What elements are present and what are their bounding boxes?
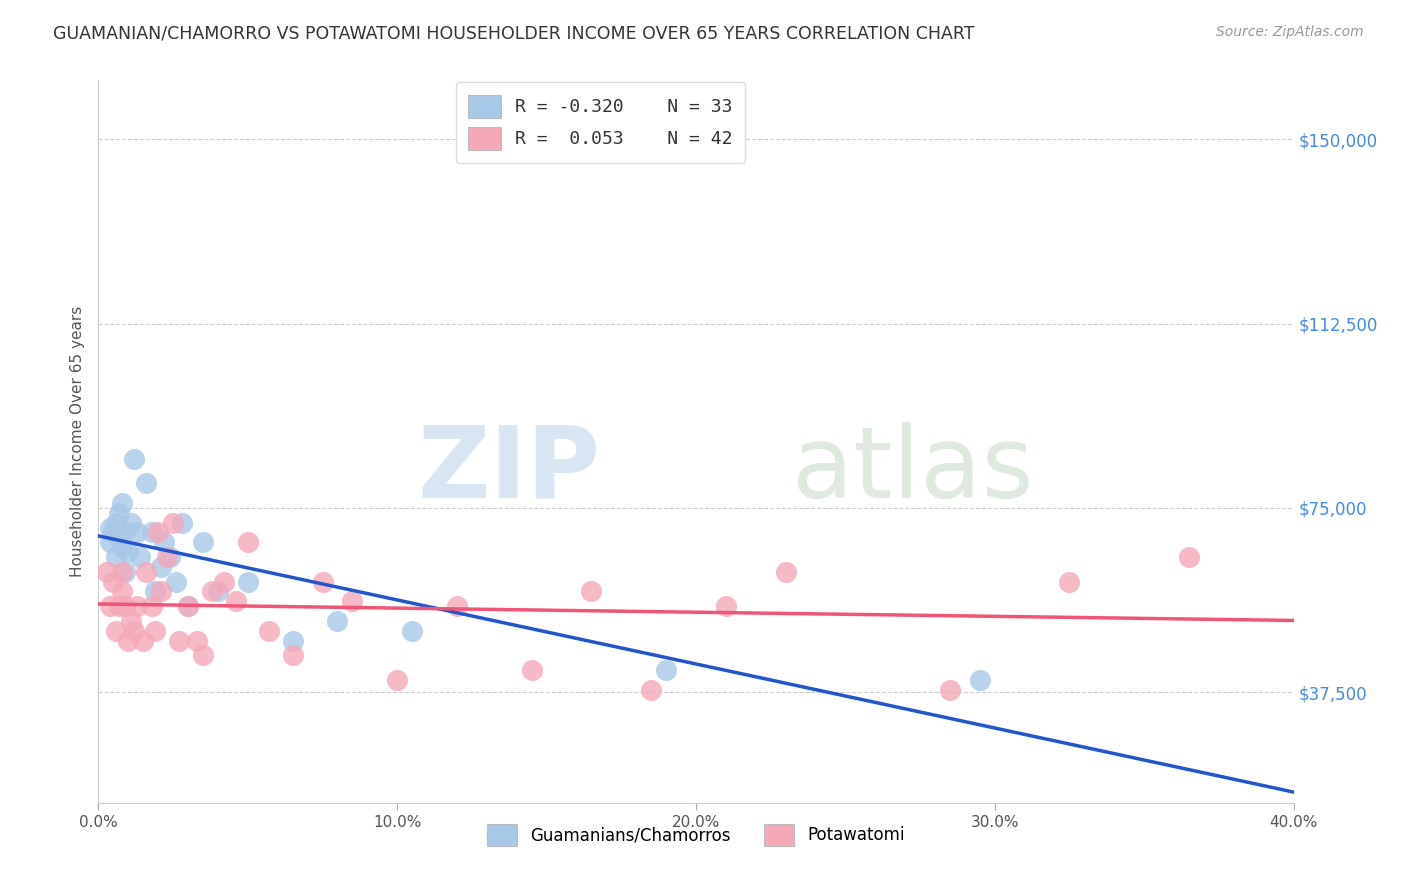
Point xyxy=(177,599,200,614)
Point xyxy=(143,584,166,599)
Text: atlas: atlas xyxy=(792,422,1033,519)
Point xyxy=(969,673,991,687)
Point xyxy=(257,624,280,638)
Point xyxy=(150,584,173,599)
Point xyxy=(108,530,131,544)
Point xyxy=(207,584,229,599)
Point xyxy=(159,549,181,564)
Point xyxy=(172,516,194,530)
Point xyxy=(148,525,170,540)
Point xyxy=(120,614,142,628)
Point xyxy=(177,599,200,614)
Point xyxy=(105,624,128,638)
Point xyxy=(153,535,176,549)
Point xyxy=(167,633,190,648)
Point xyxy=(108,506,131,520)
Point xyxy=(201,584,224,599)
Point xyxy=(114,599,136,614)
Point xyxy=(108,599,131,614)
Point xyxy=(581,584,603,599)
Point xyxy=(129,549,152,564)
Point xyxy=(281,648,304,663)
Point xyxy=(111,584,134,599)
Point xyxy=(114,525,136,540)
Point xyxy=(186,633,208,648)
Point xyxy=(141,525,163,540)
Point xyxy=(191,535,214,549)
Point xyxy=(342,594,364,608)
Point xyxy=(103,574,125,589)
Point xyxy=(141,599,163,614)
Text: GUAMANIAN/CHAMORRO VS POTAWATOMI HOUSEHOLDER INCOME OVER 65 YEARS CORRELATION CH: GUAMANIAN/CHAMORRO VS POTAWATOMI HOUSEHO… xyxy=(53,25,974,43)
Point xyxy=(117,545,139,559)
Point xyxy=(1059,574,1081,589)
Point xyxy=(105,516,128,530)
Point xyxy=(655,663,678,677)
Point xyxy=(162,516,184,530)
Point xyxy=(96,565,118,579)
Point xyxy=(281,633,304,648)
Point xyxy=(127,525,149,540)
Point xyxy=(111,540,134,554)
Point xyxy=(135,476,157,491)
Point xyxy=(401,624,423,638)
Point xyxy=(103,525,125,540)
Point xyxy=(124,451,146,466)
Point xyxy=(150,560,173,574)
Point xyxy=(311,574,333,589)
Point xyxy=(165,574,187,589)
Point xyxy=(225,594,247,608)
Point xyxy=(775,565,797,579)
Point xyxy=(105,549,128,564)
Point xyxy=(124,624,146,638)
Point xyxy=(1178,549,1201,564)
Point xyxy=(143,624,166,638)
Point xyxy=(132,633,155,648)
Point xyxy=(114,565,136,579)
Legend: Guamanians/Chamorros, Potawatomi: Guamanians/Chamorros, Potawatomi xyxy=(481,818,911,852)
Point xyxy=(156,549,179,564)
Point xyxy=(191,648,214,663)
Text: ZIP: ZIP xyxy=(418,422,600,519)
Point xyxy=(385,673,409,687)
Point xyxy=(98,535,122,549)
Point xyxy=(446,599,468,614)
Point xyxy=(111,565,134,579)
Point xyxy=(714,599,737,614)
Y-axis label: Householder Income Over 65 years: Householder Income Over 65 years xyxy=(70,306,86,577)
Point xyxy=(939,682,962,697)
Text: Source: ZipAtlas.com: Source: ZipAtlas.com xyxy=(1216,25,1364,39)
Point xyxy=(98,520,122,534)
Point xyxy=(111,496,134,510)
Point xyxy=(117,633,139,648)
Point xyxy=(326,614,349,628)
Point xyxy=(236,535,259,549)
Point xyxy=(135,565,157,579)
Point xyxy=(236,574,259,589)
Point xyxy=(98,599,122,614)
Point xyxy=(120,516,142,530)
Point xyxy=(127,599,149,614)
Point xyxy=(520,663,543,677)
Point xyxy=(640,682,662,697)
Point xyxy=(212,574,235,589)
